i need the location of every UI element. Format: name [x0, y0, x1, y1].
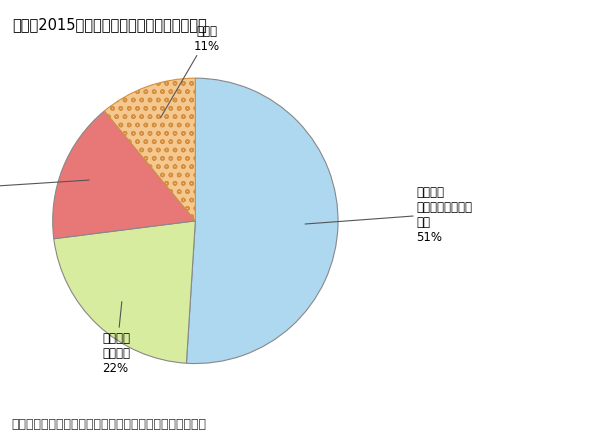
- Wedge shape: [53, 112, 195, 239]
- Wedge shape: [186, 79, 338, 364]
- Wedge shape: [54, 221, 195, 363]
- Text: 非標準化債権類
資産
16%: 非標準化債権類 資産 16%: [0, 168, 89, 211]
- Text: （出所）中国国債登記決算有限責任公司より大和総研作成: （出所）中国国債登記決算有限責任公司より大和総研作成: [12, 417, 207, 430]
- Wedge shape: [104, 79, 195, 221]
- Text: 債券及び
マネーマーケット
市場
51%: 債券及び マネーマーケット 市場 51%: [305, 185, 472, 243]
- Text: その他
11%: その他 11%: [160, 26, 220, 118]
- Text: 現金及び
銀行預金
22%: 現金及び 銀行預金 22%: [102, 302, 131, 374]
- Text: 図表：2015年末時点理財商品の資産配分状況: 図表：2015年末時点理財商品の資産配分状況: [12, 17, 207, 32]
